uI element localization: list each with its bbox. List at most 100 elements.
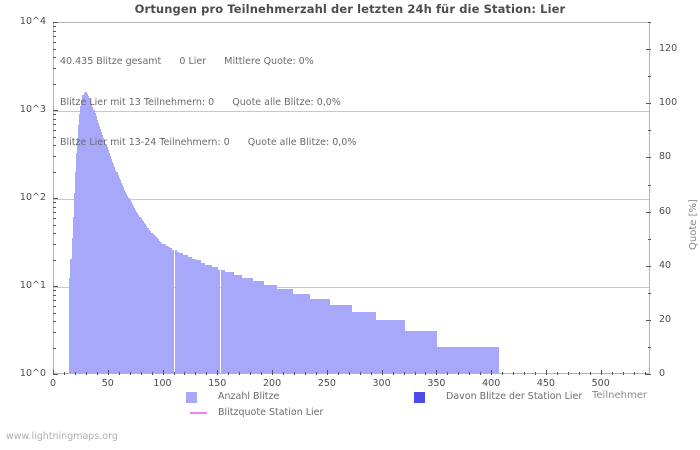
legend-item-blitzquote[interactable]: Blitzquote Station Lier	[186, 407, 323, 418]
histogram-bar	[450, 346, 453, 373]
histogram-bar	[358, 311, 361, 373]
x-tick-minor	[304, 372, 306, 375]
histogram-bar	[334, 304, 337, 373]
annotation-block: 40.435 Blitze gesamt 0 Lier Mittlere Quo…	[60, 28, 356, 177]
histogram-bar	[106, 147, 108, 373]
histogram-bar	[406, 331, 409, 373]
plot-area	[53, 22, 650, 374]
histogram-bar	[424, 331, 427, 373]
histogram-bar	[308, 293, 311, 373]
legend-item-station-blitze[interactable]: Davon Blitze der Station Lier	[414, 391, 582, 403]
x-tick-minor	[403, 372, 405, 375]
histogram-bar	[133, 208, 136, 373]
histogram-bar	[75, 152, 77, 373]
histogram-bar	[264, 285, 267, 373]
histogram-bar	[222, 269, 225, 373]
histogram-bar	[330, 304, 333, 373]
histogram-bar	[474, 346, 477, 373]
histogram-bar	[142, 221, 144, 373]
histogram-bar	[85, 92, 87, 373]
histogram-bar	[150, 231, 152, 373]
x-tick-minor	[458, 372, 460, 375]
x-tick-minor	[578, 372, 580, 375]
histogram-bar	[373, 311, 377, 373]
histogram-bar	[181, 253, 184, 373]
histogram-bar	[273, 285, 276, 373]
histogram-bar	[338, 304, 341, 373]
histogram-bar	[468, 346, 471, 373]
y-tick-major-left	[53, 198, 58, 199]
histogram-bar	[461, 346, 464, 373]
histogram-bar	[454, 346, 458, 373]
histogram-bar	[101, 132, 103, 373]
histogram-bar	[87, 95, 90, 373]
histogram-bar	[202, 262, 206, 373]
histogram-bar	[159, 240, 161, 373]
y-tick-minor-right	[648, 22, 651, 23]
histogram-bar	[116, 172, 118, 373]
histogram-bar	[196, 260, 199, 373]
histogram-bar	[77, 137, 79, 373]
watermark-link[interactable]: www.lightningmaps.org	[6, 431, 118, 442]
x-tick-minor	[480, 372, 482, 375]
histogram-bar	[107, 150, 109, 373]
histogram-bar	[380, 320, 383, 373]
histogram-bar	[174, 249, 177, 373]
histogram-bar	[200, 262, 203, 373]
y-tick-minor-left	[53, 68, 56, 69]
histogram-bar	[83, 92, 85, 373]
histogram-bar	[70, 258, 72, 373]
histogram-bar	[130, 202, 132, 373]
histogram-bar	[123, 187, 125, 373]
histogram-bar	[218, 269, 221, 373]
histogram-bar	[347, 304, 350, 373]
y-tick-minor-left	[53, 299, 56, 301]
y-tick-minor-left	[53, 347, 56, 349]
histogram-bar	[119, 180, 121, 373]
y-tick-label-left: 10^1	[19, 280, 46, 291]
histogram-bar	[94, 113, 96, 373]
histogram-bar	[246, 278, 249, 373]
histogram-bar	[78, 124, 80, 373]
histogram-bar	[216, 267, 219, 373]
histogram-bar	[162, 244, 164, 373]
y-tick-major-right	[646, 49, 651, 51]
y-tick-minor-right	[648, 130, 651, 132]
x-tick-minor	[85, 372, 87, 375]
y-tick-minor-left	[53, 259, 56, 261]
histogram-bar	[240, 274, 243, 373]
histogram-bar	[387, 320, 390, 373]
histogram-bar	[73, 193, 75, 373]
histogram-bar	[430, 331, 433, 373]
y-axis-title-right: Quote [%]	[688, 199, 699, 250]
x-tick-label: 200	[263, 378, 282, 389]
chart-legend: Anzahl Blitze Davon Blitze der Station L…	[0, 391, 700, 425]
x-tick-minor	[129, 372, 131, 375]
x-tick-minor	[348, 372, 350, 375]
x-tick-minor	[359, 372, 361, 375]
annotation-line-3: Blitze Lier mit 13-24 Teilnehmern: 0 Quo…	[60, 137, 357, 148]
y-tick-minor-left	[53, 35, 56, 37]
y-tick-minor-left	[53, 211, 56, 213]
histogram-bar	[211, 267, 214, 373]
y-tick-minor-left	[53, 129, 56, 131]
histogram-bar	[205, 264, 208, 373]
histogram-bar	[143, 222, 145, 373]
histogram-bar	[481, 346, 484, 373]
histogram-bar	[231, 272, 234, 373]
y-tick-major-right	[646, 265, 651, 267]
histogram-bar	[299, 293, 302, 373]
histogram-bar	[113, 164, 115, 373]
y-tick-major-right	[646, 157, 651, 159]
histogram-bar	[189, 256, 193, 373]
x-tick-major	[162, 370, 164, 375]
histogram-bar	[153, 235, 155, 373]
y-tick-minor-right	[648, 346, 651, 348]
x-tick-label: 300	[372, 378, 391, 389]
histogram-bar	[284, 289, 287, 373]
histogram-bar	[198, 260, 201, 373]
legend-item-anzahl-blitze[interactable]: Anzahl Blitze	[186, 391, 279, 403]
histogram-bar	[382, 320, 385, 373]
histogram-bar	[74, 172, 76, 373]
